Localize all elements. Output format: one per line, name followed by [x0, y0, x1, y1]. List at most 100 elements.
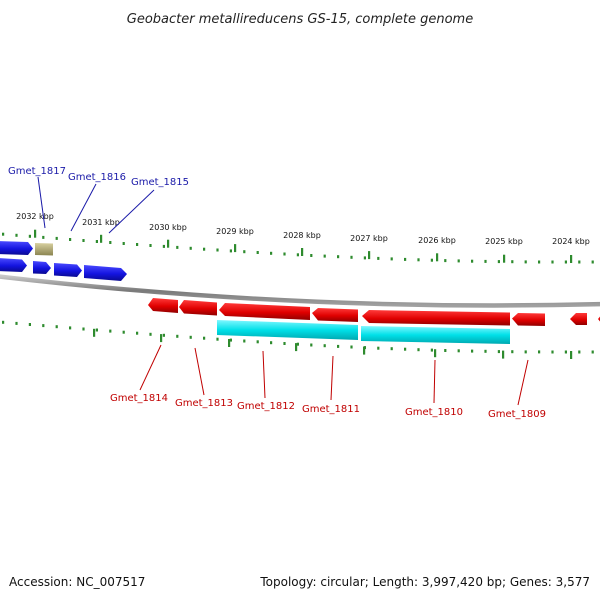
cds-block[interactable] — [217, 320, 358, 340]
gene-arrow-reverse[interactable] — [179, 300, 217, 316]
major-tick — [570, 351, 573, 359]
gene-arrow-forward[interactable] — [84, 265, 127, 281]
tick-dot — [310, 254, 313, 257]
tick-dot — [136, 243, 139, 246]
gene-arrow-forward[interactable] — [54, 263, 82, 277]
gene-label-gmet-1814[interactable]: Gmet_1814 — [110, 393, 168, 404]
tick-dot — [296, 342, 299, 346]
gene-arrow-reverse[interactable] — [148, 298, 178, 313]
tick-dot — [203, 247, 206, 251]
tick-dot — [497, 260, 500, 264]
forward-strand-genes — [0, 241, 127, 281]
tick-dot — [430, 258, 433, 262]
accession-text: Accession: NC_007517 — [9, 575, 145, 589]
major-tick — [160, 334, 163, 343]
tick-dot — [591, 260, 594, 264]
axis-ticks-bottom — [2, 320, 594, 359]
tick-dot — [216, 248, 219, 252]
tick-dot — [404, 257, 407, 261]
gene-label-gmet-1811[interactable]: Gmet_1811 — [302, 404, 360, 415]
gene-arrow-forward[interactable] — [0, 241, 33, 255]
tick-dot — [176, 245, 179, 249]
tick-dot — [591, 350, 594, 354]
tick-dot — [551, 350, 554, 354]
genome-backbone — [0, 274, 600, 308]
tick-dot — [524, 260, 527, 264]
gene-arrow-reverse[interactable] — [570, 313, 587, 325]
gene-label-gmet-1815[interactable]: Gmet_1815 — [131, 177, 189, 188]
gene-label-gmet-1810[interactable]: Gmet_1810 — [405, 407, 463, 418]
tick-dot — [430, 348, 433, 352]
major-tick — [228, 339, 231, 347]
tick-dot — [564, 350, 567, 354]
major-tick — [502, 350, 505, 359]
tick-dot — [55, 325, 58, 329]
tick-dot — [484, 349, 487, 353]
gene-arrow-reverse[interactable] — [362, 310, 510, 326]
tick-dot — [283, 342, 286, 345]
tick-dot — [28, 323, 31, 326]
pseudogene-block[interactable] — [35, 243, 53, 256]
tick-dot — [203, 336, 206, 340]
summary-text: Topology: circular; Length: 3,997,420 bp… — [259, 575, 590, 589]
tick-label-2025: 2025 kbp — [485, 237, 523, 246]
tick-dot — [564, 260, 567, 264]
gene-arrow-forward[interactable] — [33, 261, 51, 274]
tick-dot — [270, 251, 273, 255]
tick-dot — [243, 250, 246, 254]
tick-dot — [350, 255, 353, 259]
tick-dot — [497, 350, 500, 354]
gene-label-gmet-1809[interactable]: Gmet_1809 — [488, 409, 546, 420]
gene-arrow-reverse[interactable] — [219, 303, 310, 320]
leader-line — [330, 355, 334, 401]
tick-dot — [136, 331, 139, 335]
gene-label-gmet-1813[interactable]: Gmet_1813 — [175, 398, 233, 409]
tick-dot — [457, 349, 460, 353]
gene-arrow-forward[interactable] — [0, 258, 27, 272]
gene-arrow-reverse[interactable] — [312, 308, 358, 322]
tick-dot — [82, 239, 85, 242]
tick-label-2028: 2028 kbp — [283, 231, 321, 240]
tick-dot — [28, 234, 31, 238]
tick-dot — [270, 341, 273, 345]
cds-block[interactable] — [361, 326, 510, 344]
tick-dot — [162, 333, 165, 337]
tick-dot — [511, 260, 514, 264]
tick-dot — [95, 240, 98, 243]
gene-label-gmet-1816[interactable]: Gmet_1816 — [68, 172, 126, 183]
tick-label-2024: 2024 kbp — [552, 237, 590, 246]
tick-dot — [149, 244, 152, 247]
major-tick — [234, 244, 237, 253]
tick-dot — [390, 347, 393, 351]
tick-dot — [337, 344, 340, 348]
gene-arrow-reverse[interactable] — [512, 313, 545, 326]
tick-dot — [15, 321, 18, 325]
reverse-strand-cds — [217, 320, 510, 344]
tick-dot — [283, 252, 286, 256]
tick-dot — [109, 241, 112, 244]
leader-line — [433, 359, 436, 404]
tick-dot — [82, 327, 85, 331]
tick-dot — [216, 337, 219, 341]
tick-dot — [95, 328, 98, 332]
major-tick — [167, 239, 170, 248]
tick-dot — [162, 244, 165, 248]
tick-dot — [444, 349, 447, 352]
gene-label-gmet-1812[interactable]: Gmet_1812 — [237, 401, 295, 412]
leader-line — [37, 176, 46, 229]
tick-dot — [229, 338, 232, 342]
tick-dot — [42, 324, 45, 328]
tick-dot — [109, 329, 112, 333]
major-tick — [295, 343, 298, 352]
gene-label-gmet-1817[interactable]: Gmet_1817 — [8, 166, 66, 177]
tick-label-2029: 2029 kbp — [216, 227, 254, 236]
tick-dot — [243, 339, 246, 343]
tick-label-2032: 2032 kbp — [16, 212, 54, 221]
tick-dot — [337, 255, 340, 259]
major-tick — [368, 251, 371, 260]
tick-dot — [122, 330, 125, 334]
tick-dot — [69, 238, 72, 241]
tick-dot — [377, 256, 380, 260]
axis-ticks-top — [2, 229, 594, 264]
